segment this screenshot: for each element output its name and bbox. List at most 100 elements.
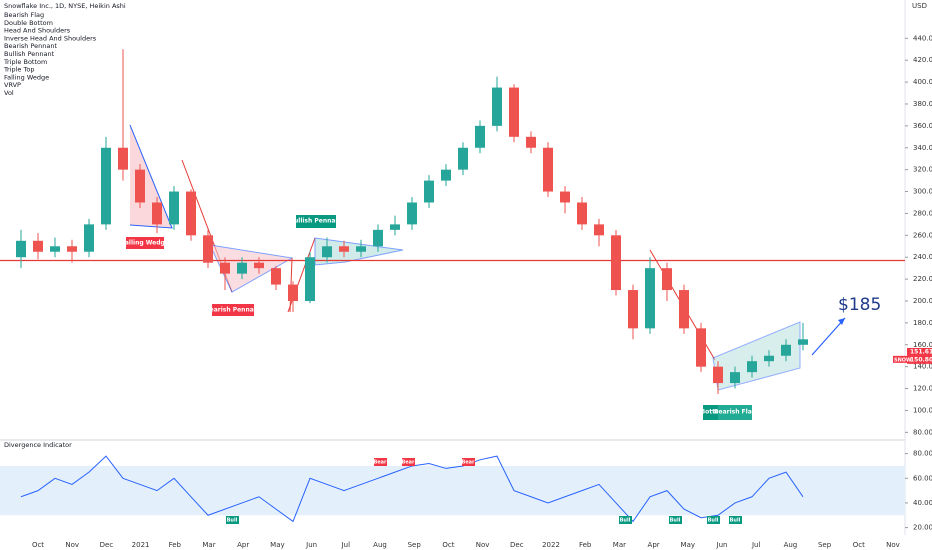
indicator-name: Inverse Head And Shoulders	[4, 34, 97, 42]
x-tick-label: Jul	[751, 541, 761, 549]
x-tick-label: Feb	[169, 541, 182, 549]
y-tick-label: 80.00	[913, 428, 932, 436]
symbol-box	[893, 355, 907, 363]
candle-body	[730, 372, 740, 384]
y-tick-label: 340.00	[913, 144, 932, 152]
candle-body	[339, 246, 349, 252]
x-tick-label: Oct	[32, 541, 44, 549]
candle-body	[237, 262, 247, 274]
candle-body	[356, 246, 366, 252]
indicator-name: Bearish Pennant	[4, 42, 58, 50]
signal-label: Bull	[708, 518, 719, 524]
candle-body	[424, 180, 434, 203]
candle-body	[679, 290, 689, 329]
x-tick-label: Dec	[510, 541, 524, 549]
x-tick-label: Oct	[853, 541, 865, 549]
signal-tag	[707, 516, 720, 524]
signal-label: Bear	[373, 460, 387, 466]
y-tick-label: 60.00	[913, 474, 932, 482]
y-tick-label: 180.00	[913, 319, 932, 327]
x-tick-label: May	[681, 541, 695, 549]
candle-body	[271, 268, 281, 285]
y-tick-label: 120.00	[913, 385, 932, 393]
x-tick-label: Nov	[476, 541, 490, 549]
candle-body	[577, 202, 587, 225]
candle-body	[628, 290, 638, 329]
candle-body	[798, 339, 808, 345]
candle-body	[475, 125, 485, 148]
candle-body	[764, 355, 774, 362]
signal-label: Bear	[401, 460, 415, 466]
y-tick-label: 380.00	[913, 100, 932, 108]
candle-body	[220, 262, 230, 274]
signal-label: Bull	[730, 518, 741, 524]
x-tick-label: Nov	[886, 541, 900, 549]
candle-body	[203, 235, 213, 263]
candle-body	[594, 224, 604, 236]
y-tick-label: 260.00	[913, 231, 932, 239]
pattern-tag	[718, 405, 752, 420]
candle-body	[84, 224, 94, 252]
signal-label: Bear	[461, 460, 475, 466]
indicator-title: Divergence Indicator	[4, 441, 72, 449]
candle-body	[781, 344, 791, 356]
price-label: 151.61	[910, 348, 932, 355]
candle-body	[611, 235, 621, 291]
pattern-label: Bearish Pennant	[205, 307, 261, 314]
x-tick-label: Sep	[818, 541, 832, 549]
candle-body	[305, 257, 315, 301]
candle-body	[33, 240, 43, 252]
price-label-box	[907, 355, 932, 364]
y-tick-label: 80.00	[913, 450, 932, 458]
y-tick-label: 40.00	[913, 499, 932, 507]
x-tick-label: Oct	[442, 541, 454, 549]
candle-body	[67, 246, 77, 252]
candle-body	[747, 361, 757, 373]
price-label: 150.80	[910, 356, 932, 363]
pattern-label: Falling Wedge	[121, 240, 169, 247]
x-tick-label: Sep	[408, 541, 422, 549]
y-tick-label: 160.00	[913, 341, 932, 349]
candle-body	[543, 147, 553, 192]
arrow-head	[838, 318, 845, 325]
y-tick-label: 200.00	[913, 297, 932, 305]
candle-body	[169, 191, 179, 225]
x-tick-label: Apr	[237, 541, 249, 549]
x-tick-label: Mar	[202, 541, 215, 549]
candle-body	[696, 328, 706, 367]
y-tick-label: 240.00	[913, 253, 932, 261]
y-tick-label: 280.00	[913, 209, 932, 217]
pattern-label: Bullish Pennant	[289, 218, 342, 225]
y-tick-label: 140.00	[913, 363, 932, 371]
signal-tag	[462, 458, 475, 466]
indicator-name: Vol	[4, 89, 14, 97]
candle-body	[373, 229, 383, 247]
y-tick-label: 300.00	[913, 188, 932, 196]
pattern-tag	[296, 215, 336, 228]
candle-body	[101, 147, 111, 225]
x-tick-label: Apr	[648, 541, 660, 549]
indicator-name: Bearish Flag	[4, 11, 44, 19]
chart-title: Snowflake Inc., 1D, NYSE, Heikin Ashi	[4, 2, 126, 10]
x-tick-label: Nov	[65, 541, 79, 549]
pattern-label: Bottom	[701, 409, 726, 416]
candle-body	[50, 246, 60, 252]
price-label-box	[907, 347, 932, 356]
indicator-name: Double Bottom	[4, 19, 53, 27]
symbol-label: SNOW	[894, 357, 912, 363]
candle-body	[713, 366, 723, 384]
candle-body	[16, 240, 26, 258]
candle-body	[509, 87, 519, 137]
indicator-name: VRVP	[4, 81, 21, 89]
indicator-name: Falling Wedge	[4, 73, 49, 81]
x-tick-label: Jun	[305, 541, 317, 549]
signal-label: Bull	[670, 518, 681, 524]
x-tick-label: Aug	[784, 541, 798, 549]
candle-body	[118, 147, 128, 170]
candle-body	[407, 202, 417, 225]
pattern-tag	[212, 304, 254, 316]
x-tick-label: May	[270, 541, 284, 549]
candle-body	[645, 268, 655, 329]
pattern-label: Bearish Flag	[714, 409, 756, 416]
